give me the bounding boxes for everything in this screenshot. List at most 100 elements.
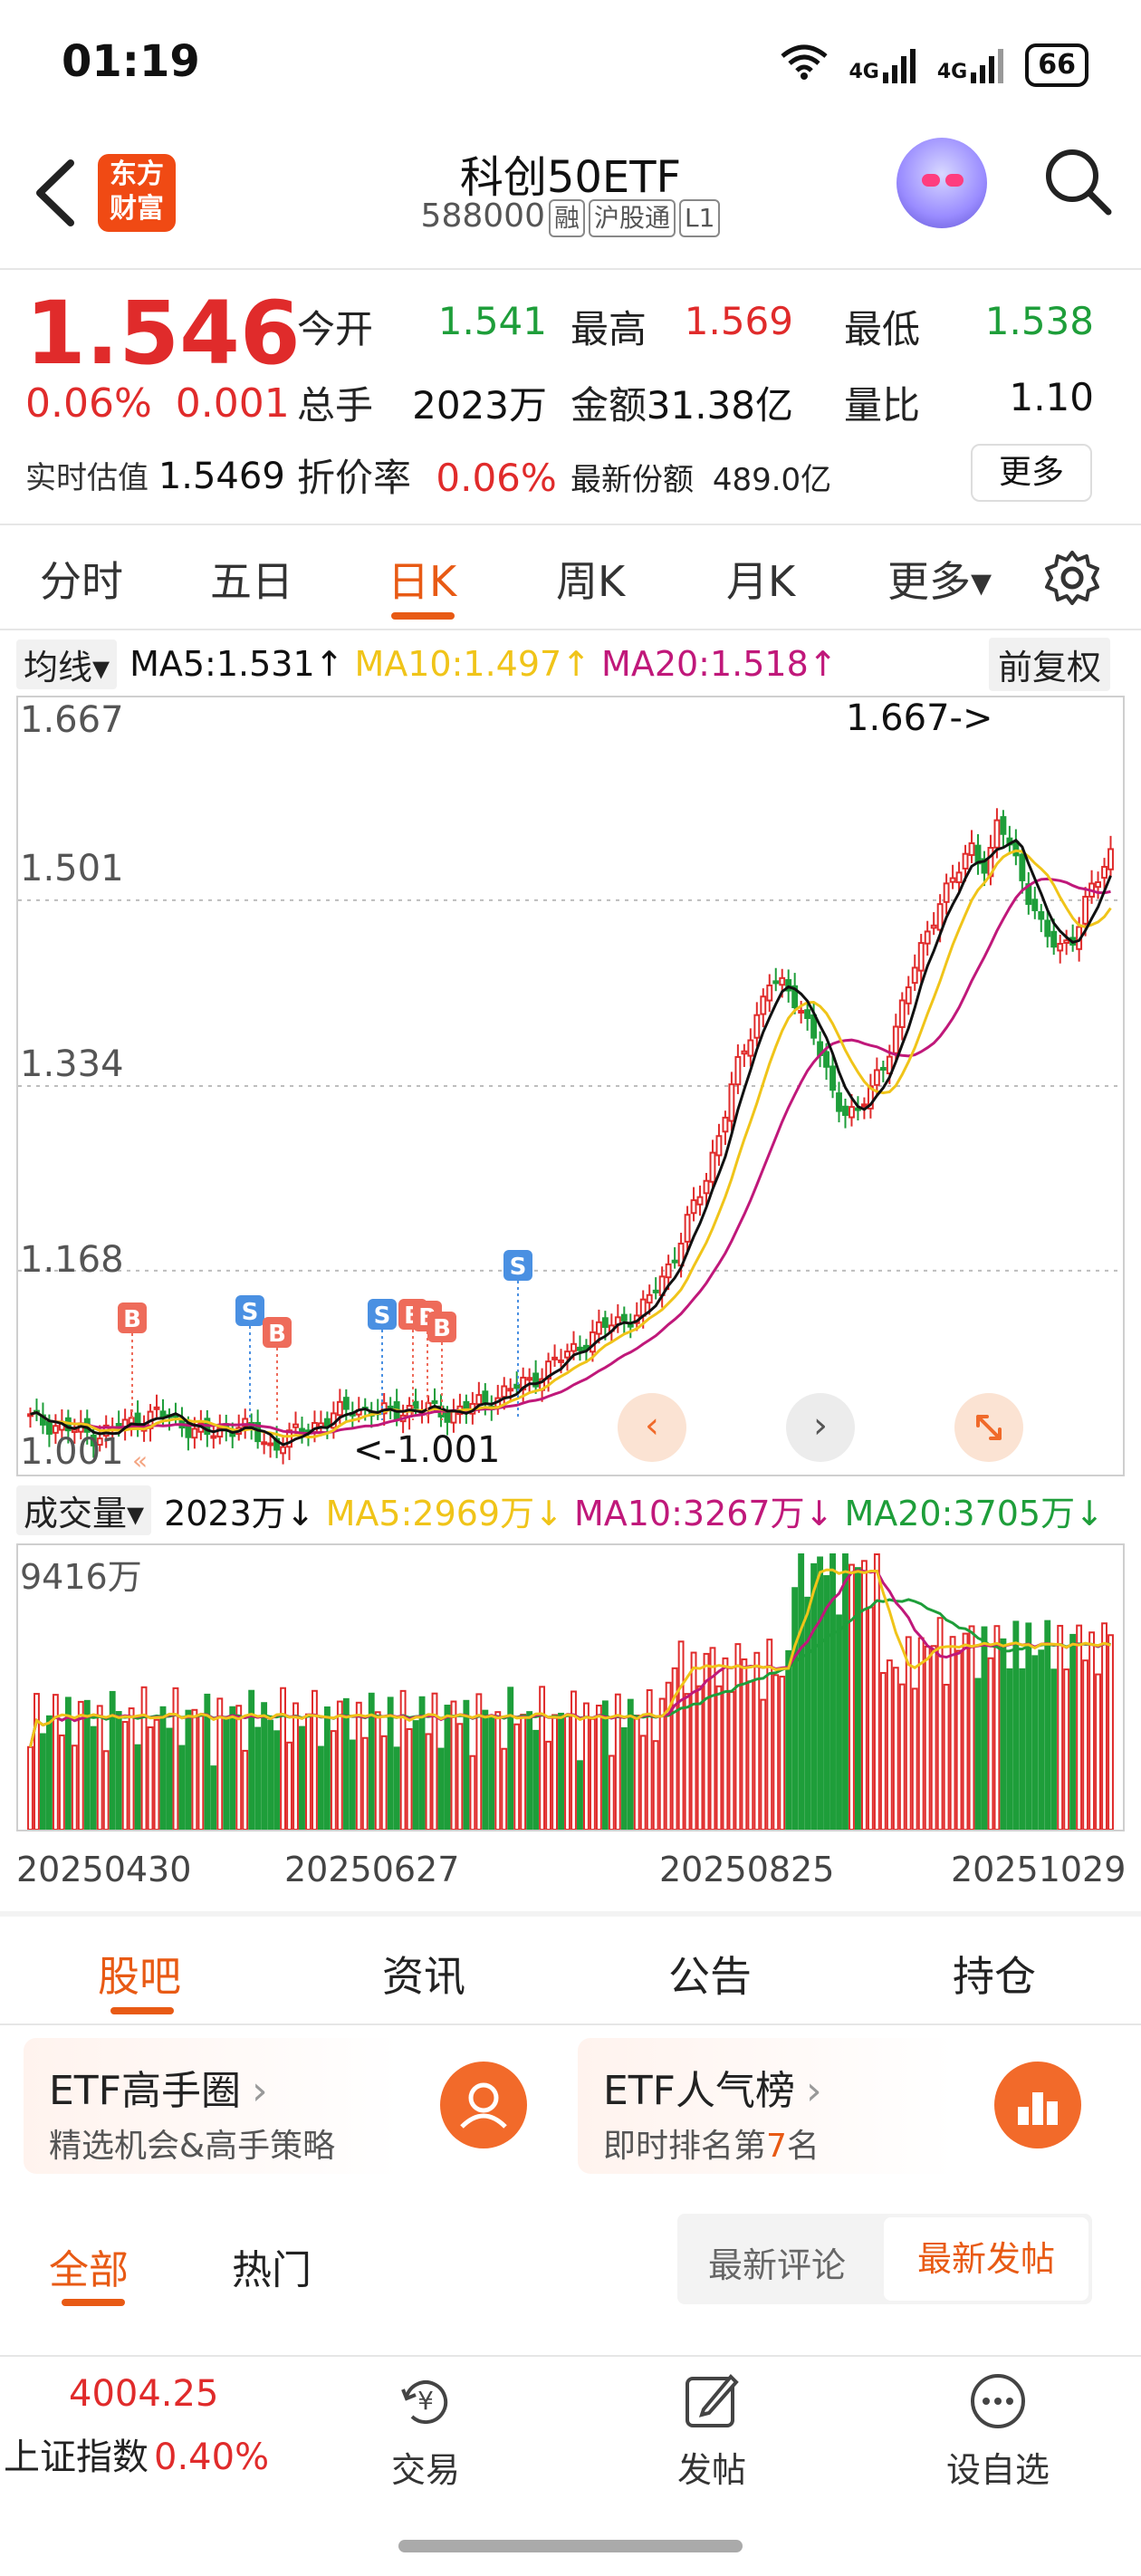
index-value[interactable]: 4004.25	[69, 2373, 219, 2415]
volume-bar	[595, 1705, 602, 1830]
candle-body	[684, 1214, 691, 1243]
tab-monthly-k[interactable]: 月K	[726, 557, 796, 606]
more-button[interactable]: 更多	[971, 444, 1092, 502]
volume-bar	[817, 1556, 824, 1830]
volume-bar	[589, 1717, 596, 1830]
x-tick-4: 20251029	[951, 1850, 1127, 1889]
index-name[interactable]: 上证指数 0.40%	[4, 2437, 270, 2478]
tab-five-day[interactable]: 五日	[210, 557, 293, 606]
expand-icon[interactable]	[954, 1393, 1023, 1462]
tab-daily-k[interactable]: 日K	[388, 557, 457, 606]
nav-post[interactable]: 发帖	[639, 2369, 784, 2492]
kline-chart[interactable]: BSBSBBBS 1.667 1.501 1.334 1.168 1.001 1…	[16, 696, 1125, 1476]
signal-badge	[427, 1312, 456, 1342]
candle-body	[1031, 899, 1039, 911]
volume-bar	[671, 1667, 678, 1830]
sort-latest-post[interactable]: 最新发帖	[884, 2217, 1088, 2301]
volume-bar	[1038, 1649, 1045, 1830]
volume-bar	[115, 1711, 122, 1830]
ranking-icon	[994, 2062, 1081, 2148]
volume-bar	[45, 1715, 53, 1830]
volume-select[interactable]: 成交量▾	[16, 1485, 152, 1535]
candle-body	[855, 1107, 861, 1111]
volume-bar	[570, 1690, 577, 1830]
volume-bar	[993, 1625, 1001, 1830]
volume-bar	[564, 1715, 570, 1830]
chevron-left-icon[interactable]: ‹	[618, 1393, 686, 1462]
etf-experts-card[interactable]: ETF高手圈 › 精选机会&高手策略	[24, 2038, 561, 2174]
feed-tab-hot[interactable]: 热门	[232, 2247, 312, 2293]
volume-bar	[690, 1651, 697, 1830]
candle-body	[703, 1179, 710, 1195]
tab-holdings[interactable]: 持仓	[953, 1952, 1036, 2001]
tab-announcements[interactable]: 公告	[668, 1952, 752, 2001]
more-dots-icon	[966, 2369, 1030, 2433]
active-tab-indicator	[110, 2007, 174, 2014]
volume-bar	[172, 1687, 179, 1830]
volume-bar	[968, 1625, 975, 1830]
volume-max-label: 9416万	[20, 1557, 142, 1597]
tab-more-periods[interactable]: 更多▾	[887, 557, 992, 606]
volume-bar	[627, 1698, 634, 1830]
scroll-fast-left-icon[interactable]: «	[132, 1446, 149, 1475]
volume-bar	[987, 1657, 994, 1830]
candle-body	[1038, 911, 1045, 920]
candle-body	[791, 985, 799, 1009]
etf-popularity-card[interactable]: ETF人气榜 › 即时排名第7名	[578, 2038, 1116, 2174]
change-amount: 0.001	[175, 380, 290, 427]
volume-bar	[121, 1721, 129, 1830]
chevron-right-icon[interactable]: ›	[786, 1393, 855, 1462]
wifi-icon	[779, 43, 829, 87]
volume-bar	[1069, 1633, 1077, 1830]
volume-bar	[1025, 1622, 1032, 1830]
volume-bar	[71, 1745, 78, 1830]
candle-body	[785, 979, 792, 992]
volume-bar	[494, 1711, 502, 1830]
candle-body	[981, 858, 988, 874]
candle-body	[286, 1429, 292, 1448]
tab-intraday[interactable]: 分时	[40, 557, 123, 606]
search-button[interactable]	[1041, 145, 1114, 217]
indicator-select[interactable]: 均线▾	[16, 639, 118, 689]
nav-trade[interactable]: ¥ 交易	[353, 2369, 498, 2492]
est-value: 1.5469	[158, 456, 285, 497]
volume-bar	[96, 1705, 103, 1830]
shares-value: 489.0亿	[712, 462, 832, 498]
volume-bar	[760, 1698, 767, 1830]
volume-bar	[779, 1676, 786, 1830]
assistant-avatar-icon[interactable]	[896, 138, 987, 228]
volume-bar	[393, 1746, 400, 1830]
volume-bar	[248, 1689, 255, 1830]
tab-weekly-k[interactable]: 周K	[556, 557, 626, 606]
chevron-left-icon	[36, 159, 74, 226]
feed-tab-all[interactable]: 全部	[49, 2247, 129, 2293]
volume-bar	[785, 1649, 792, 1830]
sort-latest-comment[interactable]: 最新评论	[708, 2245, 847, 2285]
candle-body	[886, 1055, 893, 1075]
candle-body	[728, 1083, 735, 1122]
search-icon	[1046, 149, 1112, 216]
candle-body	[836, 1092, 842, 1112]
volume-bar	[242, 1749, 249, 1830]
candle-body	[943, 882, 950, 903]
candle-body	[1044, 919, 1051, 937]
volume-bar	[204, 1693, 211, 1830]
candle-body	[842, 1105, 849, 1116]
candle-body	[804, 1009, 811, 1020]
volume-bar	[488, 1716, 495, 1830]
back-button[interactable]	[25, 152, 89, 234]
candle-body	[671, 1259, 678, 1264]
candle-body	[760, 995, 767, 1015]
adjust-type-button[interactable]: 前复权	[989, 638, 1111, 691]
nav-watchlist[interactable]: 设自选	[925, 2369, 1070, 2492]
volume-bar	[349, 1739, 356, 1830]
candle-body	[444, 1411, 451, 1423]
volume-chart[interactable]: 9416万	[16, 1543, 1125, 1831]
y-tick-2: 1.501	[20, 848, 124, 889]
tab-forum[interactable]: 股吧	[98, 1952, 181, 2001]
tab-news[interactable]: 资讯	[382, 1952, 465, 2001]
signal-label: B	[268, 1321, 286, 1348]
volume-bar	[159, 1706, 167, 1830]
chart-settings-button[interactable]	[1043, 549, 1101, 610]
volume-bar	[140, 1686, 148, 1830]
